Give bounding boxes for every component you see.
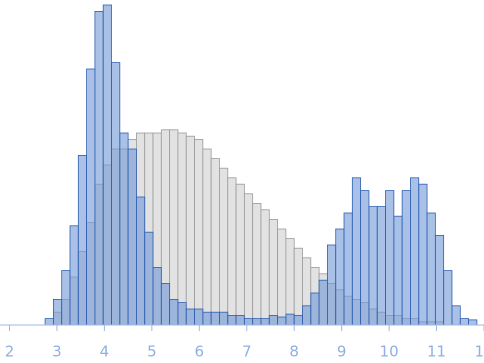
bar [102, 4, 112, 326]
bar [335, 228, 345, 326]
bar [293, 247, 303, 326]
x-tick-label: 9 [337, 343, 347, 361]
bar [343, 212, 353, 326]
bar [252, 202, 262, 326]
bar [202, 148, 212, 326]
bar [169, 298, 179, 326]
x-tick-label: 11 [427, 343, 446, 361]
bar [177, 302, 187, 326]
bar [111, 62, 121, 326]
bar [77, 154, 87, 326]
x-tick-label: 2 [5, 343, 15, 361]
bar [368, 206, 378, 326]
x-tick-label: 6 [195, 343, 205, 361]
bar [144, 231, 154, 326]
bar [459, 318, 469, 326]
bar [185, 135, 195, 326]
bar [127, 148, 137, 326]
bar [235, 314, 245, 326]
bar [44, 318, 54, 326]
bar [252, 318, 262, 326]
bar [194, 308, 204, 326]
bar [243, 193, 254, 326]
x-tick-label: 3 [52, 343, 62, 361]
bar [94, 10, 104, 326]
bar [351, 177, 362, 326]
bar [235, 183, 245, 326]
bar [293, 314, 303, 326]
bar [376, 206, 386, 326]
bar [136, 196, 146, 326]
bar [260, 318, 270, 326]
bar [119, 132, 129, 326]
bar [468, 319, 478, 326]
bar [385, 190, 395, 326]
bar [260, 209, 270, 326]
bar [360, 190, 370, 326]
bar [177, 132, 187, 326]
bar [69, 225, 79, 326]
bar [434, 234, 445, 326]
x-tick-label: 7 [242, 343, 252, 361]
bar [202, 311, 212, 326]
bar [393, 215, 403, 326]
x-tick-label: 5 [147, 343, 157, 361]
bar [268, 314, 278, 326]
bar [277, 316, 287, 326]
bar [401, 190, 411, 326]
x-tick-label: 12 [474, 343, 484, 361]
bar [302, 305, 312, 326]
bar [160, 282, 171, 326]
bar [227, 314, 237, 326]
bar [327, 244, 337, 326]
bar [227, 177, 237, 326]
x-tick-label: 10 [380, 343, 399, 361]
bar [86, 68, 96, 326]
bar [285, 238, 295, 326]
bar [443, 270, 453, 326]
bar [268, 218, 278, 326]
bar [451, 305, 461, 326]
x-tick-label: 4 [100, 343, 110, 361]
bar [185, 308, 195, 326]
bar [219, 311, 229, 326]
bar [243, 318, 254, 326]
bar [285, 313, 295, 326]
bar [169, 129, 179, 326]
bar [219, 167, 229, 326]
bar [318, 279, 328, 326]
bar [310, 292, 320, 326]
bar [418, 183, 428, 326]
bar [210, 311, 220, 326]
bar [152, 266, 162, 326]
x-tick-label: 8 [289, 343, 299, 361]
bar [210, 158, 220, 326]
bar [194, 138, 204, 326]
bar [52, 298, 63, 326]
bar [277, 228, 287, 326]
bar [410, 177, 420, 326]
bar [426, 212, 436, 326]
bar [61, 270, 71, 326]
